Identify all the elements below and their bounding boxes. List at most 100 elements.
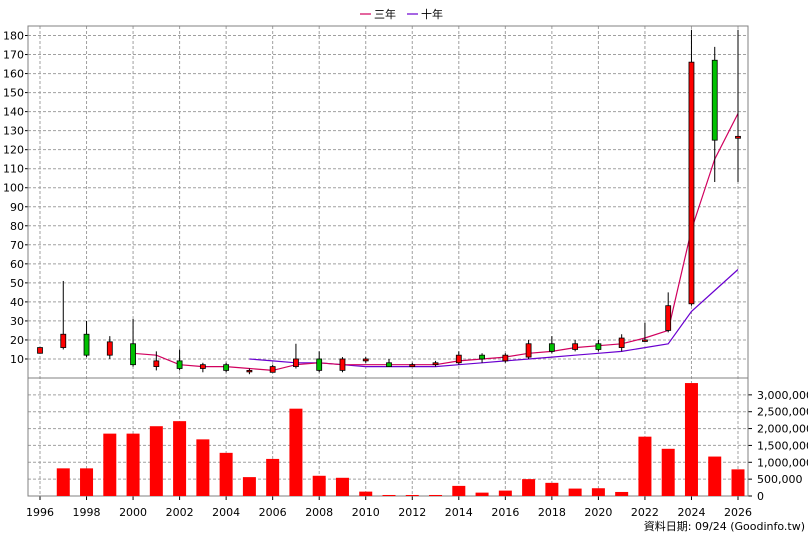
x-tick-label: 2026 [724, 506, 752, 519]
candle-body [688, 61, 695, 305]
x-tick-label: 1998 [73, 506, 101, 519]
volume-bar [522, 479, 536, 496]
x-tick-label: 1996 [26, 506, 54, 519]
price-tick-label: 10 [10, 353, 24, 366]
legend-three-year-label: 三年 [374, 7, 396, 21]
volume-bar [382, 494, 396, 496]
volume-bar [545, 482, 559, 496]
candle-body [618, 337, 625, 348]
volume-tick-label: 1,500,000 [757, 439, 808, 452]
volume-tick-label: 2,000,000 [757, 423, 808, 436]
volume-bar [638, 436, 652, 496]
volume-bar [56, 468, 70, 496]
candle-body [176, 360, 183, 369]
legend-ten-year-label: 十年 [421, 7, 443, 21]
price-tick-labels: 10 20 30 40 50 60 70 80 90 100 110 120 130 140 150 160 1… [3, 30, 24, 366]
candle-body [246, 369, 253, 373]
x-tick-label: 2014 [445, 506, 473, 519]
candle-body [269, 366, 276, 373]
volume-bar [266, 458, 280, 496]
price-tick-label: 120 [3, 144, 24, 157]
price-tick-label: 100 [3, 182, 24, 195]
volume-bar [405, 494, 419, 496]
volume-bar [80, 468, 94, 496]
candle-body [83, 333, 90, 356]
volume-bar [731, 469, 745, 496]
candle-body [409, 364, 416, 367]
candle-body [316, 358, 323, 371]
candle-body [595, 343, 602, 350]
price-grid [25, 35, 748, 360]
candle-body [572, 343, 579, 350]
x-tick-label: 2006 [259, 506, 287, 519]
candle-body [432, 362, 439, 366]
x-tick-label: 2024 [677, 506, 705, 519]
x-tick-label: 2010 [352, 506, 380, 519]
candle-body [711, 59, 718, 141]
candle-body [479, 354, 485, 360]
price-tick-label: 170 [3, 49, 24, 62]
volume-bar [708, 456, 722, 496]
volume-bar [452, 485, 466, 496]
volume-bar [149, 426, 163, 496]
x-tick-label: 2016 [491, 506, 519, 519]
price-tick-label: 20 [10, 334, 24, 347]
candle-body [502, 354, 509, 362]
candle-body [153, 360, 160, 367]
price-tick-label: 150 [3, 87, 24, 100]
price-tick-label: 70 [10, 239, 24, 252]
volume-bar [359, 491, 373, 496]
volume-tick-label: 1,000,000 [757, 456, 808, 469]
volume-bar [103, 433, 117, 496]
volume-tick-label: 500,000 [757, 473, 803, 486]
volume-bar [429, 494, 443, 496]
candle-body [106, 341, 113, 356]
candle-body [339, 358, 346, 371]
price-tick-label: 30 [10, 315, 24, 328]
footer-data-date: 資料日期: 09/24 (Goodinfo.tw) [644, 519, 805, 533]
x-tick-label: 2000 [119, 506, 147, 519]
volume-bar [498, 490, 512, 496]
price-tick-label: 110 [3, 163, 24, 176]
candle-body [130, 343, 136, 366]
volume-bar [126, 433, 140, 496]
price-tick-label: 130 [3, 125, 24, 138]
x-tick-labels: 1996 1998 2000 2002 2004 2006 2008 2010 2012 2014… [26, 506, 752, 519]
volume-bar [242, 477, 256, 496]
x-tick-label: 2012 [398, 506, 426, 519]
volume-tick-label: 2,500,000 [757, 406, 808, 419]
price-tick-label: 160 [3, 68, 24, 81]
volume-tick-label: 0 [757, 490, 764, 503]
volume-bar [475, 492, 489, 496]
x-tick-label: 2020 [584, 506, 612, 519]
price-tick-label: 140 [3, 106, 24, 119]
volume-bar [615, 491, 629, 496]
price-tick-label: 90 [10, 201, 24, 214]
x-tick-label: 2018 [538, 506, 566, 519]
candle-body [525, 343, 532, 358]
candlesticks [37, 29, 741, 375]
volume-bar [568, 488, 582, 496]
price-tick-label: 80 [10, 220, 24, 233]
x-tick-label: 2008 [305, 506, 333, 519]
volume-bar [196, 439, 210, 496]
candle-body [386, 362, 392, 367]
volume-bar [661, 448, 675, 496]
x-tick-label: 2002 [166, 506, 194, 519]
candle-body [223, 364, 230, 371]
candle-body [60, 333, 67, 348]
candle-body [362, 358, 369, 362]
candle-body [665, 305, 672, 331]
volume-tick-label: 3,000,000 [757, 389, 808, 402]
volume-bar [312, 475, 326, 496]
legend: 三年 十年 [360, 7, 443, 21]
price-tick-label: 60 [10, 258, 24, 271]
candle-body [37, 347, 43, 354]
volume-bar [219, 452, 233, 496]
volume-bar [335, 477, 349, 496]
volume-tick-labels: 0 500,000 1,000,000 1,500,000 2,000,000 2,500… [757, 389, 808, 503]
volume-bar [289, 408, 303, 496]
candle-body [455, 354, 462, 364]
candle-body [735, 135, 741, 139]
